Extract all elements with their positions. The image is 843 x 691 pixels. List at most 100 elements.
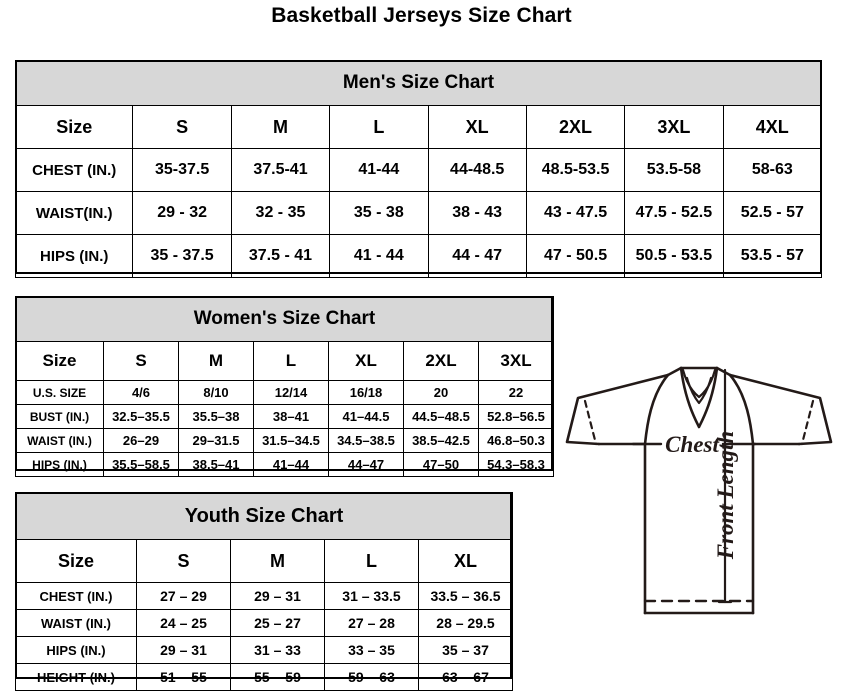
womens-col-s: S <box>103 341 179 381</box>
womens-cell: 29–31.5 <box>178 428 254 453</box>
womens-row-label: BUST (IN.) <box>15 404 104 429</box>
mens-cell: 32 - 35 <box>230 191 331 235</box>
mens-cell: 29 - 32 <box>132 191 232 235</box>
mens-col-size: Size <box>14 105 134 149</box>
womens-cell: 35.5–58.5 <box>103 452 179 477</box>
youth-cell: 27 – 29 <box>136 582 231 610</box>
mens-caption: Men's Size Chart <box>15 60 822 106</box>
womens-cell: 54.3–58.3 <box>478 452 554 477</box>
page-title: Basketball Jerseys Size Chart <box>271 4 572 27</box>
mens-cell: 47 - 50.5 <box>525 234 626 278</box>
youth-col-size: Size <box>15 539 137 583</box>
mens-cell: 44 - 47 <box>427 234 527 278</box>
womens-caption-row: Women's Size Chart <box>15 296 554 342</box>
mens-cell: 41-44 <box>329 148 429 192</box>
womens-col-3xl: 3XL <box>478 341 554 381</box>
mens-col-l: L <box>329 105 429 149</box>
womens-cell: 22 <box>478 380 554 405</box>
mens-col-xl: XL <box>427 105 527 149</box>
mens-col-s: S <box>132 105 232 149</box>
mens-size-chart-table: Men's Size Chart Size S M L XL 2XL 3XL 4… <box>14 60 823 278</box>
front-length-label: Front Length <box>713 431 738 560</box>
womens-cell: 38.5–41 <box>178 452 254 477</box>
mens-header-row: Size S M L XL 2XL 3XL 4XL <box>14 105 823 149</box>
chest-label: Chest <box>665 432 719 457</box>
womens-cell: 44.5–48.5 <box>403 404 479 429</box>
table-row: WAIST (IN.) 24 – 25 25 – 27 27 – 28 28 –… <box>15 609 513 637</box>
mens-cell: 44-48.5 <box>427 148 527 192</box>
youth-cell: 33.5 – 36.5 <box>418 582 513 610</box>
youth-caption: Youth Size Chart <box>15 492 513 540</box>
youth-cell: 24 – 25 <box>136 609 231 637</box>
mens-row-label: WAIST(IN.) <box>14 191 134 235</box>
left-armhole <box>643 373 670 446</box>
mens-cell: 48.5-53.5 <box>525 148 626 192</box>
mens-col-4xl: 4XL <box>722 105 823 149</box>
mens-col-2xl: 2XL <box>525 105 626 149</box>
womens-cell: 41–44 <box>253 452 329 477</box>
youth-cell: 31 – 33 <box>230 636 325 664</box>
womens-caption: Women's Size Chart <box>15 296 554 342</box>
mens-cell: 50.5 - 53.5 <box>624 234 724 278</box>
mens-cell: 37.5 - 41 <box>230 234 331 278</box>
table-row: HEIGHT (IN.) 51 – 55 55 – 59 59 – 63 63 … <box>15 663 513 691</box>
mens-cell: 53.5-58 <box>624 148 724 192</box>
womens-col-l: L <box>253 341 329 381</box>
mens-cell: 35 - 38 <box>329 191 429 235</box>
youth-row-label: WAIST (IN.) <box>15 609 137 637</box>
womens-cell: 52.8–56.5 <box>478 404 554 429</box>
youth-cell: 59 – 63 <box>324 663 419 691</box>
mens-cell: 52.5 - 57 <box>722 191 823 235</box>
table-row: CHEST (IN.) 35-37.5 37.5-41 41-44 44-48.… <box>14 148 823 192</box>
womens-row-label: U.S. SIZE <box>15 380 104 405</box>
mens-cell: 38 - 43 <box>427 191 527 235</box>
jersey-measurement-diagram: Chest Front Length <box>555 345 843 665</box>
left-cuff-dash <box>583 399 598 446</box>
right-armhole <box>728 373 755 446</box>
womens-cell: 26–29 <box>103 428 179 453</box>
youth-cell: 63 – 67 <box>418 663 513 691</box>
womens-row-label: HIPS (IN.) <box>15 452 104 477</box>
womens-cell: 35.5–38 <box>178 404 254 429</box>
mens-caption-row: Men's Size Chart <box>15 60 822 106</box>
mens-col-m: M <box>230 105 331 149</box>
mens-cell: 47.5 - 52.5 <box>624 191 724 235</box>
youth-cell: 51 – 55 <box>136 663 231 691</box>
left-shoulder <box>666 366 683 377</box>
youth-col-l: L <box>324 539 419 583</box>
womens-cell: 4/6 <box>103 380 179 405</box>
womens-col-2xl: 2XL <box>403 341 479 381</box>
youth-cell: 25 – 27 <box>230 609 325 637</box>
womens-cell: 38–41 <box>253 404 329 429</box>
table-row: HIPS (IN.) 35.5–58.5 38.5–41 41–44 44–47… <box>15 452 554 477</box>
table-row: WAIST (IN.) 26–29 29–31.5 31.5–34.5 34.5… <box>15 428 554 453</box>
womens-col-m: M <box>178 341 254 381</box>
womens-col-size: Size <box>15 341 104 381</box>
youth-cell: 29 – 31 <box>230 582 325 610</box>
youth-cell: 35 – 37 <box>418 636 513 664</box>
womens-cell: 8/10 <box>178 380 254 405</box>
table-row: WAIST(IN.) 29 - 32 32 - 35 35 - 38 38 - … <box>14 191 823 235</box>
mens-cell: 53.5 - 57 <box>722 234 823 278</box>
womens-cell: 34.5–38.5 <box>328 428 404 453</box>
youth-col-s: S <box>136 539 231 583</box>
right-sleeve-outline <box>728 373 833 446</box>
youth-cell: 31 – 33.5 <box>324 582 419 610</box>
mens-cell: 35 - 37.5 <box>132 234 232 278</box>
vneck-rib-2 <box>685 376 713 405</box>
mens-row-label: HIPS (IN.) <box>14 234 134 278</box>
youth-cell: 55 – 59 <box>230 663 325 691</box>
youth-size-chart-table: Youth Size Chart Size S M L XL CHEST (IN… <box>15 492 513 691</box>
table-row: CHEST (IN.) 27 – 29 29 – 31 31 – 33.5 33… <box>15 582 513 610</box>
womens-cell: 41–44.5 <box>328 404 404 429</box>
womens-size-chart-table: Women's Size Chart Size S M L XL 2XL 3XL… <box>15 296 554 477</box>
vneck-outer <box>679 366 719 429</box>
youth-cell: 33 – 35 <box>324 636 419 664</box>
womens-cell: 32.5–35.5 <box>103 404 179 429</box>
mens-cell: 41 - 44 <box>329 234 429 278</box>
youth-col-m: M <box>230 539 325 583</box>
youth-row-label: HEIGHT (IN.) <box>15 663 137 691</box>
mens-cell: 35-37.5 <box>132 148 232 192</box>
left-sleeve-outline <box>565 373 670 446</box>
mens-cell: 37.5-41 <box>230 148 331 192</box>
